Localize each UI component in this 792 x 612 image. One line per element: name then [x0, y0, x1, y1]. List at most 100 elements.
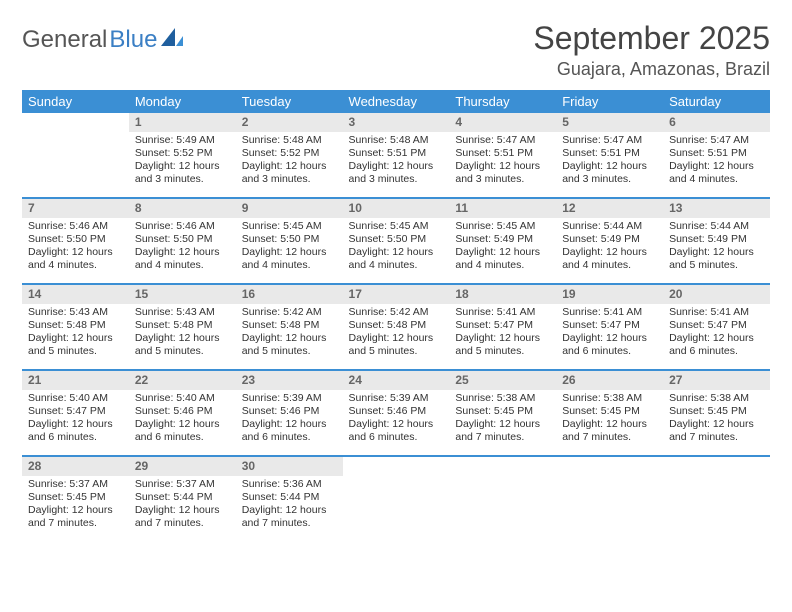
sunset-text: Sunset: 5:51 PM — [455, 147, 550, 160]
day-number: 4 — [449, 113, 556, 132]
location-text: Guajara, Amazonas, Brazil — [533, 59, 770, 80]
sunrise-text: Sunrise: 5:45 AM — [349, 220, 444, 233]
sunrise-text: Sunrise: 5:39 AM — [242, 392, 337, 405]
sunset-text: Sunset: 5:45 PM — [455, 405, 550, 418]
day-number: 3 — [343, 113, 450, 132]
day-header: Friday — [556, 90, 663, 113]
sunrise-text: Sunrise: 5:48 AM — [242, 134, 337, 147]
day-body: Sunrise: 5:44 AMSunset: 5:49 PMDaylight:… — [556, 218, 663, 277]
day-body: Sunrise: 5:45 AMSunset: 5:50 PMDaylight:… — [236, 218, 343, 277]
calendar-cell: 11Sunrise: 5:45 AMSunset: 5:49 PMDayligh… — [449, 198, 556, 284]
day-number: 20 — [663, 285, 770, 304]
day-body: Sunrise: 5:47 AMSunset: 5:51 PMDaylight:… — [449, 132, 556, 191]
day-number: 30 — [236, 457, 343, 476]
sunset-text: Sunset: 5:44 PM — [242, 491, 337, 504]
sunset-text: Sunset: 5:51 PM — [349, 147, 444, 160]
sunset-text: Sunset: 5:47 PM — [669, 319, 764, 332]
logo-text-blue: Blue — [109, 26, 157, 54]
sunrise-text: Sunrise: 5:42 AM — [349, 306, 444, 319]
calendar-cell: 15Sunrise: 5:43 AMSunset: 5:48 PMDayligh… — [129, 284, 236, 370]
sunset-text: Sunset: 5:48 PM — [349, 319, 444, 332]
day-number: 19 — [556, 285, 663, 304]
calendar-cell: 16Sunrise: 5:42 AMSunset: 5:48 PMDayligh… — [236, 284, 343, 370]
daylight-text: Daylight: 12 hours and 4 minutes. — [455, 246, 550, 272]
daylight-text: Daylight: 12 hours and 5 minutes. — [349, 332, 444, 358]
calendar-cell — [343, 456, 450, 541]
sunrise-text: Sunrise: 5:37 AM — [135, 478, 230, 491]
sunset-text: Sunset: 5:52 PM — [135, 147, 230, 160]
day-number: 29 — [129, 457, 236, 476]
sunset-text: Sunset: 5:46 PM — [135, 405, 230, 418]
day-body: Sunrise: 5:37 AMSunset: 5:45 PMDaylight:… — [22, 476, 129, 535]
sunrise-text: Sunrise: 5:42 AM — [242, 306, 337, 319]
calendar-table: Sunday Monday Tuesday Wednesday Thursday… — [22, 90, 770, 541]
logo-sail-icon — [161, 28, 183, 46]
day-body: Sunrise: 5:49 AMSunset: 5:52 PMDaylight:… — [129, 132, 236, 191]
sunrise-text: Sunrise: 5:49 AM — [135, 134, 230, 147]
day-body: Sunrise: 5:39 AMSunset: 5:46 PMDaylight:… — [236, 390, 343, 449]
sunset-text: Sunset: 5:50 PM — [349, 233, 444, 246]
day-body: Sunrise: 5:36 AMSunset: 5:44 PMDaylight:… — [236, 476, 343, 535]
daylight-text: Daylight: 12 hours and 5 minutes. — [28, 332, 123, 358]
calendar-cell: 29Sunrise: 5:37 AMSunset: 5:44 PMDayligh… — [129, 456, 236, 541]
daylight-text: Daylight: 12 hours and 3 minutes. — [135, 160, 230, 186]
daylight-text: Daylight: 12 hours and 3 minutes. — [455, 160, 550, 186]
daylight-text: Daylight: 12 hours and 6 minutes. — [28, 418, 123, 444]
sunrise-text: Sunrise: 5:48 AM — [349, 134, 444, 147]
daylight-text: Daylight: 12 hours and 4 minutes. — [349, 246, 444, 272]
daylight-text: Daylight: 12 hours and 7 minutes. — [28, 504, 123, 530]
calendar-cell: 26Sunrise: 5:38 AMSunset: 5:45 PMDayligh… — [556, 370, 663, 456]
daylight-text: Daylight: 12 hours and 7 minutes. — [455, 418, 550, 444]
day-header: Saturday — [663, 90, 770, 113]
calendar-cell — [22, 113, 129, 198]
calendar-cell: 12Sunrise: 5:44 AMSunset: 5:49 PMDayligh… — [556, 198, 663, 284]
day-body: Sunrise: 5:48 AMSunset: 5:51 PMDaylight:… — [343, 132, 450, 191]
calendar-cell: 23Sunrise: 5:39 AMSunset: 5:46 PMDayligh… — [236, 370, 343, 456]
calendar-cell — [449, 456, 556, 541]
sunset-text: Sunset: 5:45 PM — [28, 491, 123, 504]
day-number: 16 — [236, 285, 343, 304]
day-header: Wednesday — [343, 90, 450, 113]
day-body: Sunrise: 5:46 AMSunset: 5:50 PMDaylight:… — [22, 218, 129, 277]
sunrise-text: Sunrise: 5:36 AM — [242, 478, 337, 491]
daylight-text: Daylight: 12 hours and 7 minutes. — [242, 504, 337, 530]
daylight-text: Daylight: 12 hours and 3 minutes. — [242, 160, 337, 186]
day-body: Sunrise: 5:42 AMSunset: 5:48 PMDaylight:… — [236, 304, 343, 363]
day-number: 28 — [22, 457, 129, 476]
sunrise-text: Sunrise: 5:43 AM — [28, 306, 123, 319]
calendar-cell: 14Sunrise: 5:43 AMSunset: 5:48 PMDayligh… — [22, 284, 129, 370]
day-number: 7 — [22, 199, 129, 218]
day-body: Sunrise: 5:47 AMSunset: 5:51 PMDaylight:… — [556, 132, 663, 191]
sunset-text: Sunset: 5:46 PM — [242, 405, 337, 418]
sunrise-text: Sunrise: 5:40 AM — [28, 392, 123, 405]
sunset-text: Sunset: 5:45 PM — [562, 405, 657, 418]
day-header: Thursday — [449, 90, 556, 113]
sunrise-text: Sunrise: 5:47 AM — [562, 134, 657, 147]
day-number: 9 — [236, 199, 343, 218]
day-number: 14 — [22, 285, 129, 304]
sunrise-text: Sunrise: 5:43 AM — [135, 306, 230, 319]
sunrise-text: Sunrise: 5:41 AM — [669, 306, 764, 319]
calendar-cell: 17Sunrise: 5:42 AMSunset: 5:48 PMDayligh… — [343, 284, 450, 370]
sunrise-text: Sunrise: 5:45 AM — [455, 220, 550, 233]
daylight-text: Daylight: 12 hours and 6 minutes. — [562, 332, 657, 358]
day-body: Sunrise: 5:37 AMSunset: 5:44 PMDaylight:… — [129, 476, 236, 535]
calendar-week: 1Sunrise: 5:49 AMSunset: 5:52 PMDaylight… — [22, 113, 770, 198]
day-number: 10 — [343, 199, 450, 218]
day-number: 25 — [449, 371, 556, 390]
calendar-cell: 4Sunrise: 5:47 AMSunset: 5:51 PMDaylight… — [449, 113, 556, 198]
sunset-text: Sunset: 5:47 PM — [28, 405, 123, 418]
logo-text-general: General — [22, 26, 107, 54]
day-number: 26 — [556, 371, 663, 390]
sunrise-text: Sunrise: 5:47 AM — [669, 134, 764, 147]
month-title: September 2025 — [533, 20, 770, 57]
daylight-text: Daylight: 12 hours and 3 minutes. — [562, 160, 657, 186]
daylight-text: Daylight: 12 hours and 7 minutes. — [562, 418, 657, 444]
day-body: Sunrise: 5:38 AMSunset: 5:45 PMDaylight:… — [663, 390, 770, 449]
calendar-cell: 24Sunrise: 5:39 AMSunset: 5:46 PMDayligh… — [343, 370, 450, 456]
calendar-cell: 28Sunrise: 5:37 AMSunset: 5:45 PMDayligh… — [22, 456, 129, 541]
calendar-cell: 7Sunrise: 5:46 AMSunset: 5:50 PMDaylight… — [22, 198, 129, 284]
calendar-cell: 20Sunrise: 5:41 AMSunset: 5:47 PMDayligh… — [663, 284, 770, 370]
calendar-week: 28Sunrise: 5:37 AMSunset: 5:45 PMDayligh… — [22, 456, 770, 541]
calendar-cell: 10 Sunrise: 5:45 AMSunset: 5:50 PMDayligh… — [343, 198, 450, 284]
